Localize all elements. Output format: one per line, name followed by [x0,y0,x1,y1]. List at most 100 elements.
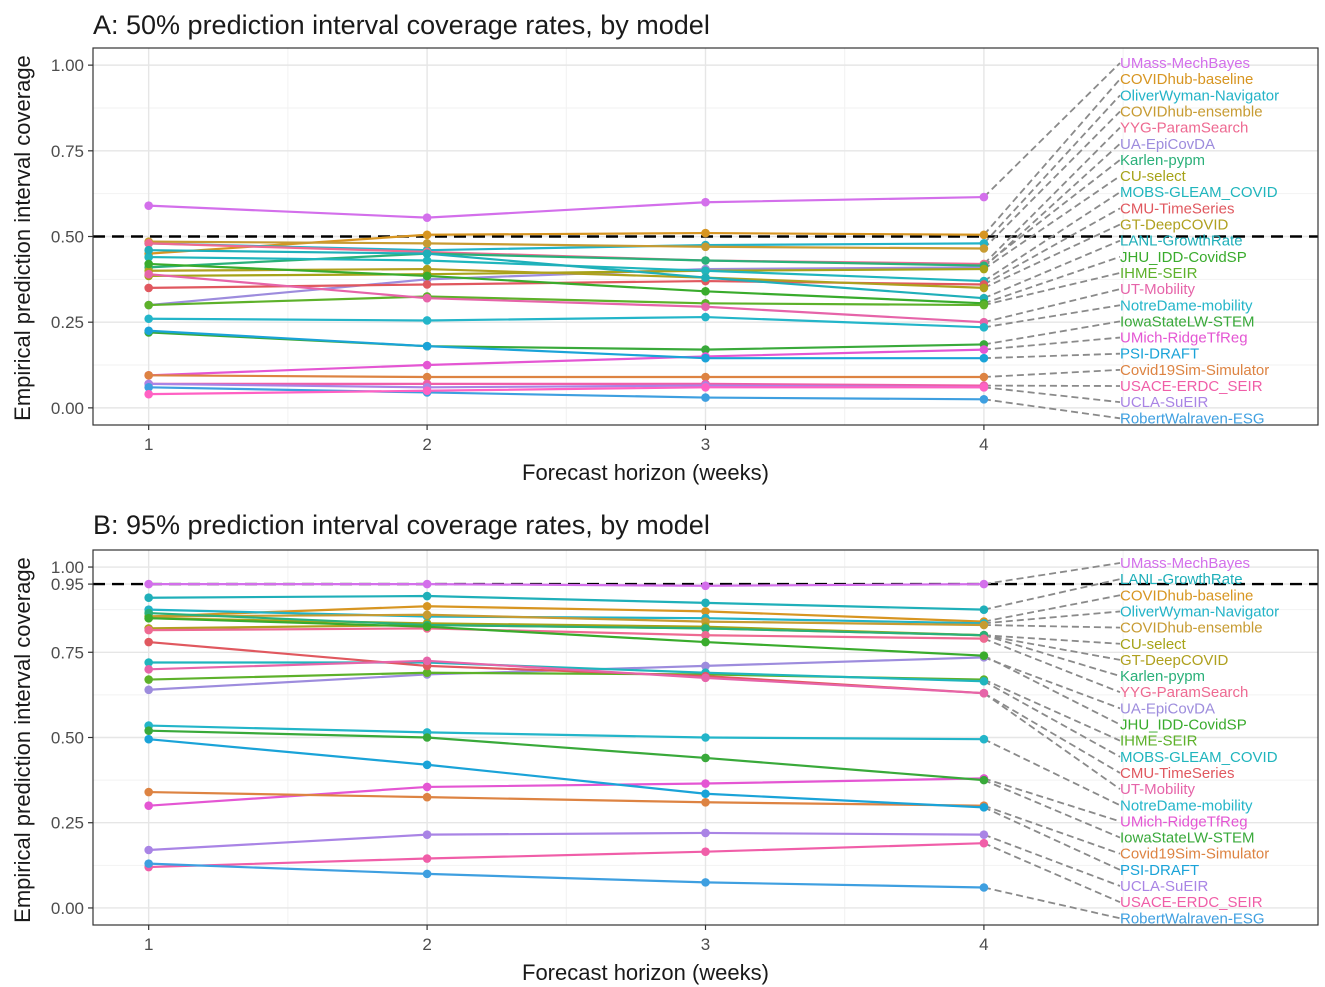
data-point [701,287,710,296]
data-point [979,605,989,614]
series-label: MOBS-GLEAM_COVID [1120,184,1278,201]
series-label: UT-Mobility [1120,781,1196,798]
x-tick-label: 4 [979,435,988,454]
data-point [144,389,153,399]
data-point [701,383,710,392]
data-point [979,830,989,839]
series-line [148,315,984,329]
series-label: CMU-TimeSeries [1120,200,1234,217]
data-point [422,610,432,620]
series-label: COVIDhub-baseline [1120,71,1253,88]
data-point [144,625,153,635]
series-label: UCLA-SuEIR [1120,394,1209,411]
series-line [148,386,984,401]
data-point [144,637,153,647]
series-line [148,295,984,307]
label-connector [983,804,1121,855]
y-tick-label: 0.25 [51,814,84,833]
x-axis-title: Forecast horizon (weeks) [522,960,769,985]
data-point [701,372,710,382]
series-line [148,382,984,387]
series-label: CU-select [1120,168,1187,185]
label-connector [983,610,1121,625]
data-point [422,249,432,258]
data-point [979,579,989,589]
data-point [979,345,989,354]
label-connector [983,738,1121,807]
data-point [701,302,710,312]
label-connector [983,806,1121,871]
data-point [979,803,989,812]
series-label: PSI-DRAFT [1120,346,1199,363]
label-connector [983,126,1121,265]
series-line [148,724,984,741]
label-connector [983,191,1121,282]
data-point [144,859,153,868]
data-point [979,300,989,310]
label-connector [983,386,1121,404]
series-label: LANL-GrowthRate [1120,233,1243,250]
data-point [701,598,710,608]
series-line [148,195,984,219]
series-line [148,249,984,300]
series-label: NotreDame-mobility [1120,297,1253,314]
data-point [422,591,432,601]
data-point [979,230,989,240]
data-point [422,239,432,248]
data-point [701,828,710,838]
data-point [701,273,710,282]
series-label: UMass-MechBayes [1120,55,1250,72]
data-point [422,341,432,351]
data-point [701,797,710,807]
label-connector [983,272,1121,306]
data-point [422,271,432,281]
label-connector [983,352,1121,360]
label-connector [983,833,1121,887]
series-label: Karlen-pypm [1120,152,1205,169]
series-label: LANL-GrowthRate [1120,571,1243,588]
y-tick-label: 0.75 [51,142,84,161]
label-connector [983,336,1121,351]
series-line [148,374,984,379]
label-connector [983,255,1121,305]
data-point [422,760,432,770]
label-connector [983,779,1121,839]
y-axis-title: Empirical prediction interval coverage [10,557,35,923]
data-point [701,779,710,788]
data-point [144,326,153,336]
series-label: Covid19Sim-Simulator [1120,362,1269,379]
data-point [144,658,153,667]
label-connector [983,637,1121,694]
data-point [701,228,710,238]
data-point [979,323,989,332]
data-point [701,266,710,276]
data-point [144,259,153,269]
series-label: JHU_IDD-CovidSP [1120,249,1247,266]
series-line [148,231,984,255]
data-point [422,782,432,792]
label-connector [983,288,1121,324]
label-connector [983,207,1121,286]
data-point [701,345,710,354]
label-connector [983,654,1121,726]
series-label: YYG-ParamSearch [1120,120,1248,137]
data-point [979,372,989,382]
data-point [701,789,710,799]
label-connector [983,634,1121,677]
data-point [144,252,153,262]
data-point [144,613,153,623]
y-tick-label: 0.25 [51,313,84,332]
series-line [148,262,984,305]
data-point [144,734,153,744]
data-point [422,656,432,666]
data-point [144,675,153,684]
data-point [144,685,153,695]
data-point [701,581,710,591]
series-line [148,329,984,360]
data-point [422,316,432,325]
data-point [144,383,153,392]
data-point [979,883,989,892]
series-line [148,831,984,852]
x-tick-label: 2 [422,935,431,954]
data-point [422,264,432,274]
